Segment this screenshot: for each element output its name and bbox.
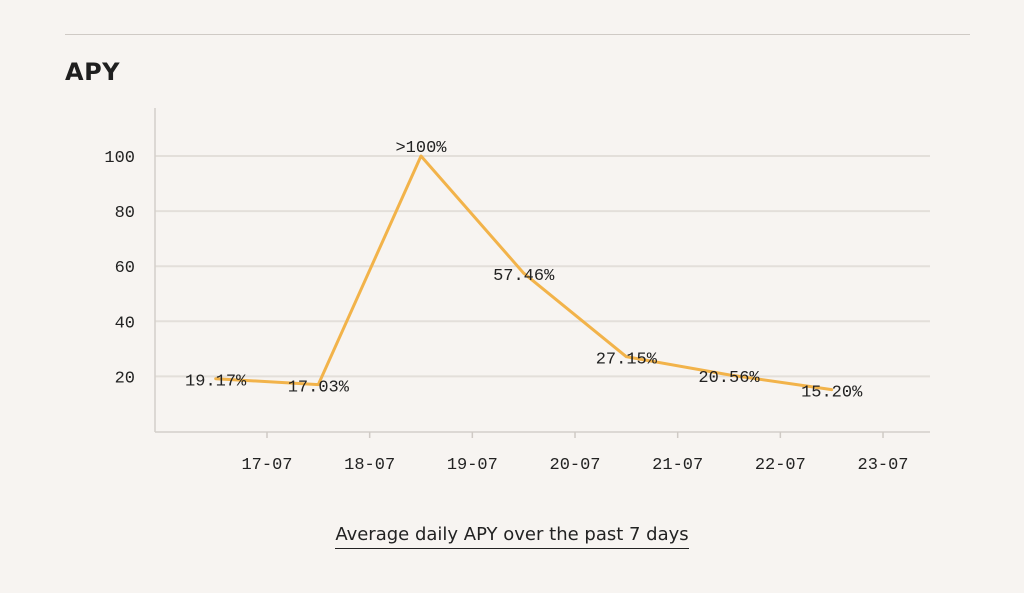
- data-label: 17.03%: [288, 379, 350, 398]
- top-divider: [65, 34, 970, 35]
- data-label: 27.15%: [596, 351, 658, 370]
- series-line: [214, 154, 834, 392]
- x-tick-label: 21-07: [652, 456, 703, 475]
- data-label: >100%: [395, 139, 447, 158]
- x-tick-label: 22-07: [755, 456, 806, 475]
- x-tick-labels: 17-07 18-07 19-07 20-07 21-07 22-07 23-07: [241, 432, 909, 475]
- x-tick-label: 23-07: [858, 456, 909, 475]
- x-tick-label: 19-07: [447, 456, 498, 475]
- grid-lines: [155, 155, 930, 378]
- y-tick-label: 80: [115, 204, 135, 223]
- y-tick-label: 60: [115, 259, 135, 278]
- data-label: 57.46%: [493, 267, 555, 286]
- data-label: 15.20%: [801, 384, 863, 403]
- x-tick-label: 18-07: [344, 456, 395, 475]
- y-tick-label: 100: [104, 149, 135, 168]
- x-tick-label: 17-07: [241, 456, 292, 475]
- data-label: 20.56%: [698, 369, 760, 388]
- y-tick-label: 40: [115, 314, 135, 333]
- y-tick-labels: 20 40 60 80 100: [104, 149, 135, 388]
- chart-title: APY: [65, 58, 121, 86]
- data-labels: 19.17% 17.03% >100% 57.46% 27.15% 20.56% 15.20…: [185, 139, 863, 403]
- x-tick-label: 20-07: [550, 456, 601, 475]
- chart-caption: Average daily APY over the past 7 days: [335, 524, 689, 549]
- y-tick-label: 20: [115, 369, 135, 388]
- data-label: 19.17%: [185, 373, 247, 392]
